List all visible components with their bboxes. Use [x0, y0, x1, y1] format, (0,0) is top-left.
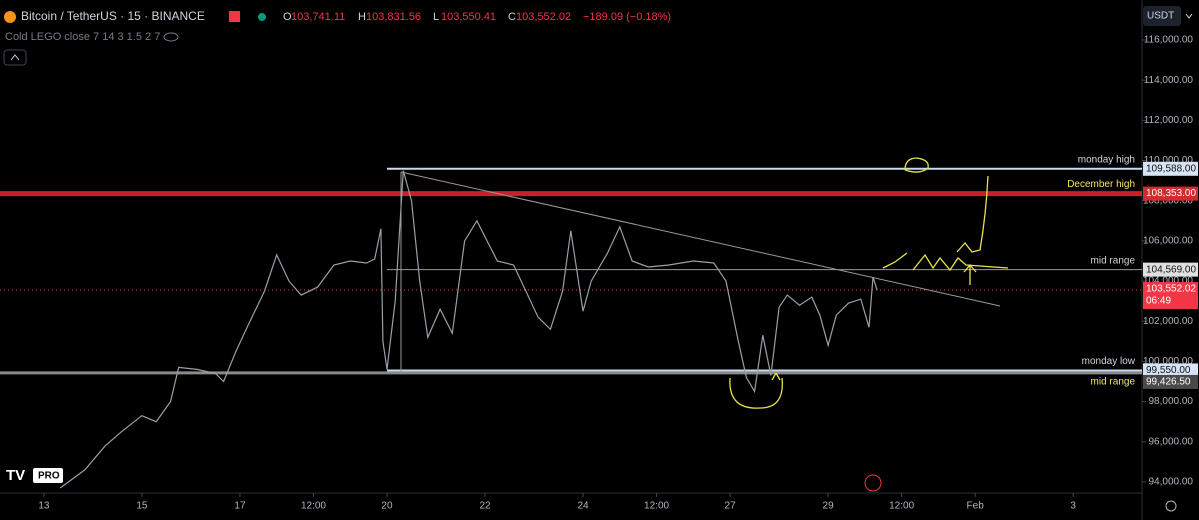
level-name: December high [1067, 179, 1135, 190]
ohlc-key: C [508, 11, 516, 23]
x-tick-label: 12:00 [644, 501, 669, 512]
y-tick-label: 108,000.00 [1143, 195, 1193, 206]
x-tick-label: Feb [967, 501, 985, 512]
trendline [400, 171, 1001, 307]
level-name: monday low [1082, 356, 1136, 367]
last-price-label: 103,552.02 [1146, 284, 1196, 295]
level-name: mid range [1091, 255, 1136, 266]
hide-icon[interactable] [163, 32, 179, 42]
ohlc-value: 103,741.11 [291, 11, 345, 23]
y-tick-label: 102,000.00 [1143, 316, 1193, 327]
yellow-cup [729, 372, 783, 409]
indicator[interactable]: Cold LEGO close 7 14 3 1.5 2 7 [5, 31, 160, 43]
price-tag [1143, 374, 1198, 389]
y-tick-label: 98,000.00 [1149, 396, 1194, 407]
ohlc-value: 103,831.56 [366, 11, 421, 23]
y-tick-label: 112,000.00 [1144, 115, 1194, 126]
price-tag [1143, 161, 1198, 176]
symbol[interactable]: Bitcoin / TetherUS · 15 · BINANCE [21, 9, 205, 23]
alert-icon[interactable] [864, 474, 882, 492]
y-tick-label: 106,000.00 [1143, 236, 1193, 247]
y-tick-label: 116,000.00 [1144, 35, 1194, 46]
level-name: monday high [1078, 154, 1135, 165]
x-tick-label: 17 [234, 501, 246, 512]
y-tick-label: 94,000.00 [1149, 477, 1194, 488]
ohlc: O 103,741.11 H 103,831.56 L 103,550.41 C 103,55… [283, 11, 671, 23]
price-tag [1143, 262, 1198, 277]
price-tag [1143, 363, 1198, 378]
collapse-icon [10, 54, 20, 61]
x-tick-label: 29 [823, 501, 835, 512]
drawings [400, 157, 1009, 409]
yellow-breakout [956, 175, 989, 253]
countdown: 06:49 [1146, 296, 1171, 307]
y-tick-label: 100,000.00 [1143, 356, 1193, 367]
dropdown-icon [1185, 13, 1193, 19]
pro-badge: PRO [38, 471, 60, 482]
x-tick-label: 20 [381, 501, 393, 512]
x-tick-label: 12:00 [301, 501, 326, 512]
ohlc-value: 103,550.41 [441, 11, 496, 23]
ohlc-value: 103,552.02 [516, 11, 571, 23]
last-price-tag [1143, 282, 1198, 310]
x-tick-label: 12:00 [889, 501, 914, 512]
market-status [258, 13, 266, 21]
price-line [59, 170, 878, 489]
x-tick-label: 24 [577, 501, 589, 512]
price-tag-label: 104,569.00 [1146, 264, 1196, 275]
plot [0, 167, 1142, 489]
y-tick-label: 104,000.00 [1143, 276, 1193, 287]
axes: 94,000.00 96,000.00 98,000.00 100,000.00 102… [38, 35, 1198, 512]
price-tag-label: 99,426.50 [1146, 377, 1191, 388]
level-name: mid range [1091, 377, 1136, 388]
price-tag [1143, 186, 1198, 201]
yellow-path [882, 252, 1009, 272]
ohlc-key: H [358, 11, 366, 23]
price-tag-label: 99,550.00 [1146, 365, 1191, 376]
x-tick-label: 27 [725, 501, 737, 512]
yellow-arrow [963, 264, 977, 285]
y-tick-label: 114,000.00 [1144, 75, 1194, 86]
collapse-button[interactable] [3, 49, 27, 66]
price-tag-label: 109,588.00 [1146, 163, 1196, 174]
x-tick-label: 22 [479, 501, 491, 512]
flag-icon[interactable] [229, 11, 240, 22]
pro-badge-bg [33, 468, 63, 483]
currency-button[interactable] [1143, 6, 1181, 26]
y-tick-label: 96,000.00 [1149, 436, 1194, 447]
currency[interactable]: USDT [1147, 11, 1174, 22]
ohlc-key: O [283, 11, 292, 23]
x-tick-label: 3 [1070, 501, 1076, 512]
yellow-circle [904, 157, 929, 173]
change: −189.09 (−0.18%) [583, 11, 671, 23]
price-tag-label: 108,353.00 [1146, 188, 1196, 199]
btc-icon [4, 11, 16, 23]
x-tick-label: 13 [38, 501, 50, 512]
settings-icon[interactable] [1165, 500, 1177, 512]
tv-logo: TV [6, 467, 25, 484]
y-tick-label: 110,000.00 [1144, 155, 1194, 166]
x-tick-label: 15 [136, 501, 148, 512]
ohlc-key: L [433, 11, 439, 23]
